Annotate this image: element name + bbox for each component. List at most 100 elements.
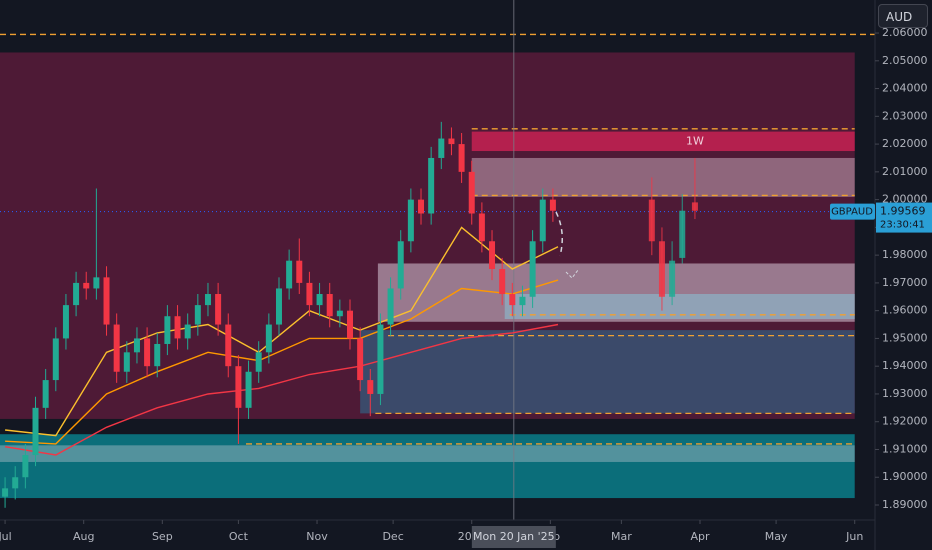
candle-body [529, 241, 536, 297]
candle-body [154, 343, 161, 367]
currency-button[interactable]: AUD [878, 4, 928, 28]
candle-body [32, 407, 39, 456]
moving-average [5, 279, 559, 445]
zone [0, 445, 855, 462]
x-tick-label: May [765, 530, 788, 543]
y-tick-label: 2.03000 [882, 109, 928, 122]
candle-body [113, 324, 120, 372]
y-tick-label: 1.92000 [882, 415, 928, 428]
y-tick-label: 1.97000 [882, 276, 928, 289]
candle-body [62, 305, 69, 339]
candle-body [658, 241, 665, 297]
candle-body [296, 260, 303, 283]
candle-body [83, 282, 90, 289]
y-tick-label: 1.90000 [882, 470, 928, 483]
crosshair-label-bg [471, 526, 556, 548]
candle-body [12, 477, 19, 489]
candle-body [377, 324, 384, 394]
y-tick-label: 1.96000 [882, 304, 928, 317]
x-tick-label: Mar [611, 530, 632, 543]
y-tick-label: 2.00000 [882, 193, 928, 206]
candle-body [428, 157, 435, 214]
candle-body [42, 380, 49, 408]
candle-body [679, 210, 686, 258]
x-tick-label: Jul [0, 530, 12, 543]
candle-body [407, 199, 414, 242]
candle-body [539, 199, 546, 242]
symbol-label: GBPAUD [831, 207, 873, 218]
y-tick-label: 1.94000 [882, 359, 928, 372]
y-tick-label: 1.95000 [882, 331, 928, 344]
crosshair-label: Mon 20 Jan '25 [473, 530, 555, 543]
y-tick-label: 1.93000 [882, 387, 928, 400]
candle-body [397, 241, 404, 289]
zone [0, 434, 855, 499]
candle-body [184, 324, 191, 339]
candle-body [326, 294, 333, 317]
candle-body [387, 288, 394, 325]
arrow [565, 269, 579, 279]
y-tick-label: 2.04000 [882, 82, 928, 95]
candle-body [73, 282, 80, 306]
candle-body [489, 241, 496, 270]
candle-body [164, 316, 171, 344]
candle-body [235, 366, 242, 408]
candle-body [509, 294, 516, 306]
candle-body [306, 282, 313, 306]
timeframe-label: 1W [686, 134, 704, 147]
candle-body [265, 324, 272, 353]
price-label-bg [876, 202, 932, 233]
y-tick-label: 1.91000 [882, 442, 928, 455]
candle-body [215, 294, 222, 325]
candle-body [691, 202, 698, 211]
candle-body [123, 352, 130, 372]
candle-body [448, 138, 455, 145]
y-tick-label: 2.06000 [882, 26, 928, 39]
price-label: 1.99569 [880, 205, 926, 218]
x-tick-label: Dec [382, 530, 403, 543]
candle-body [225, 324, 232, 367]
candle-body [174, 316, 181, 339]
candle-body [347, 310, 353, 339]
x-tick-label: Nov [306, 530, 328, 543]
candle-body [336, 310, 343, 317]
y-tick-label: 2.02000 [882, 137, 928, 150]
candle-body [499, 269, 506, 295]
moving-average [5, 226, 559, 437]
x-axis-background [0, 520, 875, 550]
candle-body [357, 338, 364, 381]
y-tick-label: 1.98000 [882, 248, 928, 261]
zone [471, 157, 855, 197]
x-tick-label: Aug [73, 530, 94, 543]
candle-body [418, 199, 425, 214]
y-axis-background [875, 0, 932, 550]
moving-average [4, 323, 559, 456]
candle-body [458, 144, 465, 172]
candle-body [144, 338, 151, 367]
zone [471, 131, 855, 152]
candle-body [133, 338, 140, 353]
x-tick-label: Sep [152, 530, 173, 543]
candle-body [648, 199, 655, 242]
candle-body [255, 352, 262, 372]
candle-body [52, 338, 59, 381]
candle-body [438, 138, 445, 158]
candle-body [245, 371, 252, 408]
y-tick-label: 2.05000 [882, 54, 928, 67]
symbol-label-bg [830, 203, 875, 220]
candle-body [549, 199, 556, 211]
candle-body [478, 213, 485, 242]
candle-body [22, 455, 29, 478]
x-tick-label: Oct [229, 530, 249, 543]
candle-body [93, 277, 100, 289]
candle-body [519, 296, 526, 306]
candle-body [194, 305, 201, 325]
arrow [555, 211, 563, 257]
x-tick-label: Jun [845, 530, 863, 543]
y-tick-label: 2.01000 [882, 165, 928, 178]
zone [360, 330, 855, 414]
candle-body [316, 294, 323, 306]
candle-body [286, 260, 293, 289]
countdown-label: 23:30:41 [880, 220, 925, 231]
